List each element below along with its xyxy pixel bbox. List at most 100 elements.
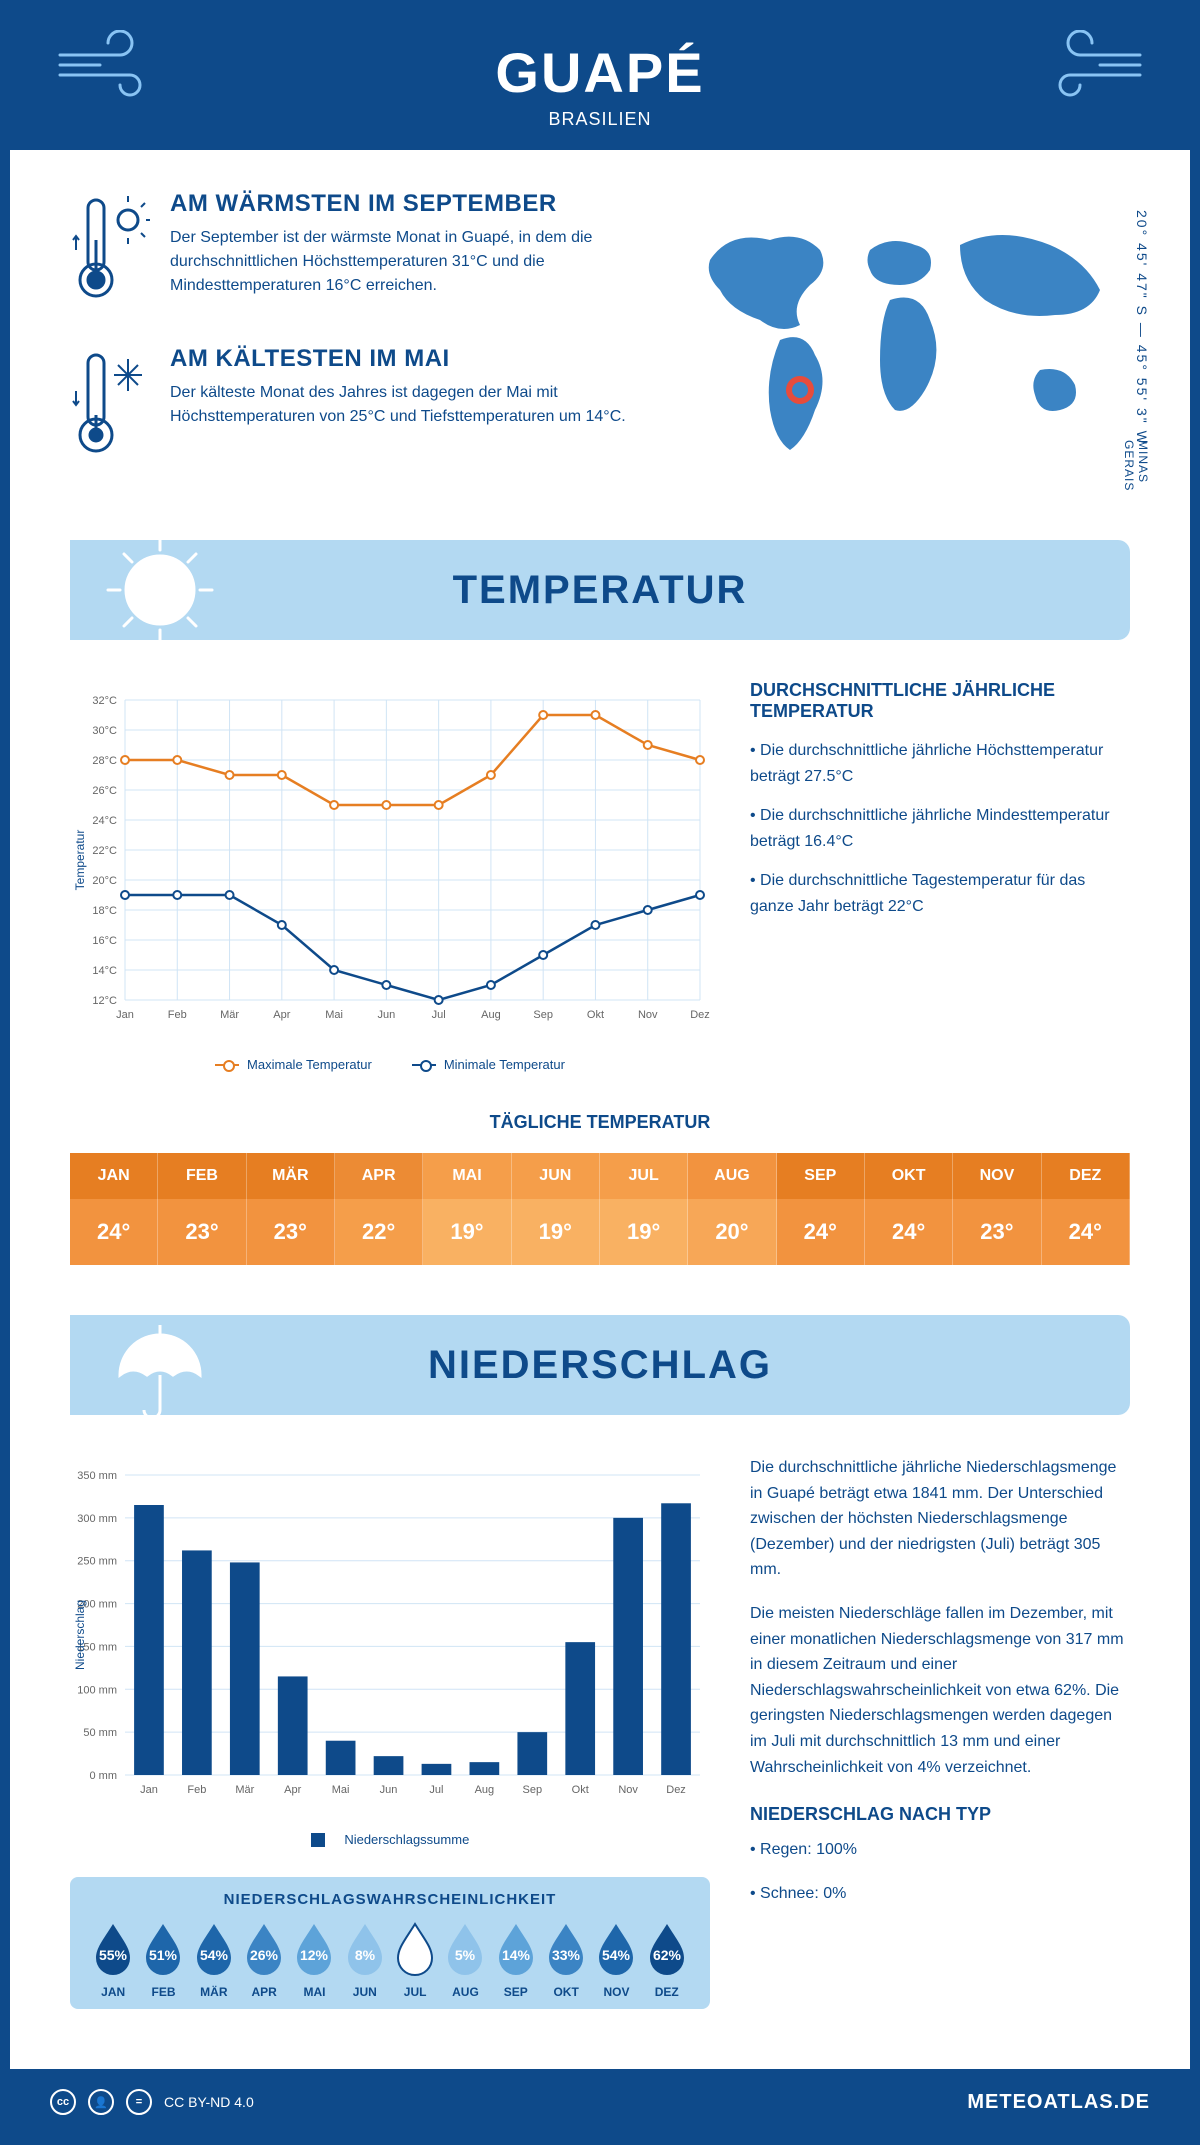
svg-text:Temperatur: Temperatur — [73, 830, 87, 891]
svg-text:12°C: 12°C — [92, 995, 117, 1007]
svg-text:55%: 55% — [99, 1947, 128, 1963]
temp-summary-item: • Die durchschnittliche jährliche Höchst… — [750, 738, 1130, 789]
probability-drop: 4%JUL — [390, 1920, 440, 1999]
coldest-block: AM KÄLTESTEN IM MAI Der kälteste Monat d… — [70, 345, 630, 470]
header: GUAPÉ BRASILIEN — [10, 10, 1190, 150]
svg-text:Sep: Sep — [533, 1009, 553, 1021]
coordinates: 20° 45' 47" S — 45° 55' 3" W — [1134, 210, 1150, 446]
probability-drop: 14%SEP — [491, 1920, 541, 1999]
probability-drop: 54%NOV — [591, 1920, 641, 1999]
daily-col: JAN24° — [70, 1153, 158, 1265]
world-map — [670, 190, 1130, 470]
page: GUAPÉ BRASILIEN AM WÄRMSTEN IM SEPTEMBER… — [0, 0, 1200, 2145]
warmest-block: AM WÄRMSTEN IM SEPTEMBER Der September i… — [70, 190, 630, 315]
svg-text:Dez: Dez — [666, 1784, 686, 1796]
svg-text:24°C: 24°C — [92, 815, 117, 827]
daily-col: APR22° — [335, 1153, 423, 1265]
svg-text:54%: 54% — [200, 1947, 229, 1963]
svg-text:300 mm: 300 mm — [77, 1513, 117, 1525]
sun-icon — [100, 530, 220, 655]
probability-drop: 55%JAN — [88, 1920, 138, 1999]
svg-text:54%: 54% — [602, 1947, 631, 1963]
daily-temperature: TÄGLICHE TEMPERATUR JAN24°FEB23°MÄR23°AP… — [70, 1112, 1130, 1265]
daily-col: OKT24° — [865, 1153, 953, 1265]
svg-text:Okt: Okt — [572, 1784, 589, 1796]
temp-summary-item: • Die durchschnittliche Tagestemperatur … — [750, 868, 1130, 919]
svg-text:32°C: 32°C — [92, 695, 117, 707]
legend-precip: Niederschlagssumme — [311, 1832, 470, 1847]
probability-drop: 12%MAI — [289, 1920, 339, 1999]
page-subtitle: BRASILIEN — [30, 109, 1170, 130]
svg-text:Mär: Mär — [220, 1009, 239, 1021]
svg-text:12%: 12% — [300, 1947, 329, 1963]
daily-col: NOV23° — [953, 1153, 1041, 1265]
svg-text:20°C: 20°C — [92, 875, 117, 887]
svg-text:26°C: 26°C — [92, 785, 117, 797]
coldest-title: AM KÄLTESTEN IM MAI — [170, 345, 630, 373]
temp-summary-title: DURCHSCHNITTLICHE JÄHRLICHE TEMPERATUR — [750, 680, 1130, 722]
svg-text:Feb: Feb — [168, 1009, 187, 1021]
svg-text:16°C: 16°C — [92, 935, 117, 947]
temp-summary-item: • Die durchschnittliche jährliche Mindes… — [750, 803, 1130, 854]
temperature-band: TEMPERATUR — [70, 540, 1130, 640]
umbrella-icon — [100, 1305, 220, 1430]
svg-text:Jan: Jan — [140, 1784, 158, 1796]
svg-text:Sep: Sep — [523, 1784, 543, 1796]
footer: cc 👤 = CC BY-ND 4.0 METEOATLAS.DE — [10, 2069, 1190, 2135]
svg-text:Okt: Okt — [587, 1009, 604, 1021]
daily-col: SEP24° — [777, 1153, 865, 1265]
daily-col: MAI19° — [423, 1153, 511, 1265]
precipitation-heading: NIEDERSCHLAG — [428, 1343, 772, 1388]
svg-text:Jan: Jan — [116, 1009, 134, 1021]
legend-max: Maximale Temperatur — [215, 1057, 372, 1072]
probability-drop: 26%APR — [239, 1920, 289, 1999]
page-title: GUAPÉ — [30, 40, 1170, 105]
svg-text:Niederschlag: Niederschlag — [73, 1600, 87, 1670]
svg-text:50 mm: 50 mm — [83, 1727, 117, 1739]
svg-text:Jun: Jun — [377, 1009, 395, 1021]
svg-text:62%: 62% — [653, 1947, 682, 1963]
probability-drop: 54%MÄR — [189, 1920, 239, 1999]
svg-text:Mai: Mai — [332, 1784, 350, 1796]
license-text: CC BY-ND 4.0 — [164, 2094, 254, 2110]
svg-text:350 mm: 350 mm — [77, 1470, 117, 1482]
thermometer-sun-icon — [70, 190, 150, 315]
region-label: MINAS GERAIS — [1122, 440, 1150, 500]
probability-drop: 8%JUN — [340, 1920, 390, 1999]
svg-text:28°C: 28°C — [92, 755, 117, 767]
warmest-title: AM WÄRMSTEN IM SEPTEMBER — [170, 190, 630, 218]
svg-text:51%: 51% — [149, 1947, 178, 1963]
precip-text-1: Die durchschnittliche jährliche Niedersc… — [750, 1455, 1130, 1583]
site-name: METEOATLAS.DE — [967, 2091, 1150, 2114]
precip-type-title: NIEDERSCHLAG NACH TYP — [750, 1800, 1130, 1829]
precipitation-band: NIEDERSCHLAG — [70, 1315, 1130, 1415]
svg-text:30°C: 30°C — [92, 725, 117, 737]
nd-icon: = — [126, 2089, 152, 2115]
cc-icon: cc — [50, 2089, 76, 2115]
daily-col: JUN19° — [512, 1153, 600, 1265]
probability-box: NIEDERSCHLAGSWAHRSCHEINLICHKEIT 55%JAN51… — [70, 1877, 710, 2009]
svg-text:22°C: 22°C — [92, 845, 117, 857]
daily-title: TÄGLICHE TEMPERATUR — [70, 1112, 1130, 1133]
svg-text:18°C: 18°C — [92, 905, 117, 917]
svg-text:100 mm: 100 mm — [77, 1684, 117, 1696]
daily-col: JUL19° — [600, 1153, 688, 1265]
precip-type-item: • Schnee: 0% — [750, 1881, 1130, 1907]
probability-title: NIEDERSCHLAGSWAHRSCHEINLICHKEIT — [88, 1891, 692, 1908]
svg-text:8%: 8% — [355, 1947, 376, 1963]
svg-text:250 mm: 250 mm — [77, 1556, 117, 1568]
precipitation-chart: 0 mm50 mm100 mm150 mm200 mm250 mm300 mm3… — [70, 1455, 710, 1815]
intro-section: AM WÄRMSTEN IM SEPTEMBER Der September i… — [70, 190, 1130, 500]
legend-min: Minimale Temperatur — [412, 1057, 565, 1072]
svg-text:33%: 33% — [552, 1947, 581, 1963]
svg-text:Dez: Dez — [690, 1009, 710, 1021]
svg-text:4%: 4% — [405, 1947, 426, 1963]
svg-text:Jul: Jul — [432, 1009, 446, 1021]
svg-text:Jul: Jul — [429, 1784, 443, 1796]
svg-text:14%: 14% — [502, 1947, 531, 1963]
probability-drop: 51%FEB — [138, 1920, 188, 1999]
daily-col: DEZ24° — [1042, 1153, 1130, 1265]
svg-text:26%: 26% — [250, 1947, 279, 1963]
coldest-text: Der kälteste Monat des Jahres ist dagege… — [170, 381, 630, 429]
svg-text:Feb: Feb — [187, 1784, 206, 1796]
